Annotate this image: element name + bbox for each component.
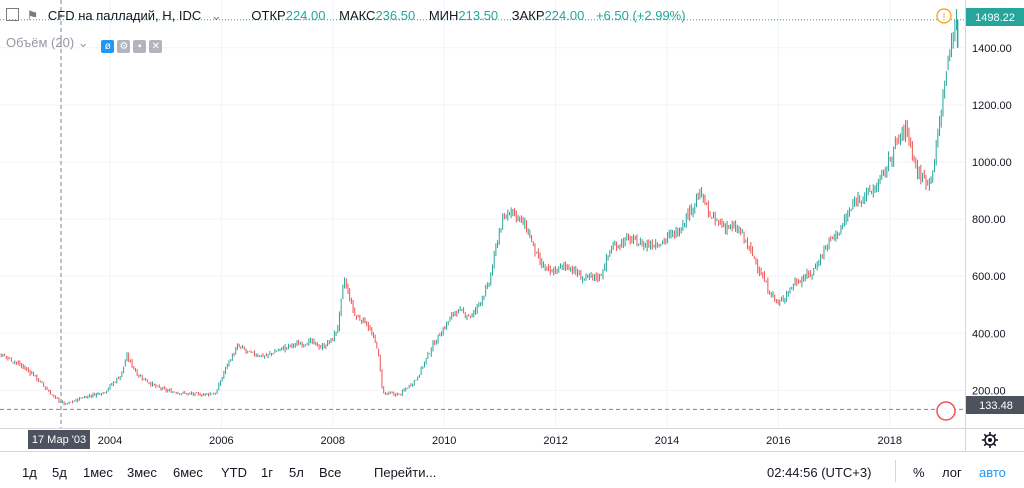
gear-icon[interactable] — [966, 429, 1024, 451]
range-1d[interactable]: 1д — [22, 465, 37, 480]
price-series — [0, 8, 959, 406]
high-label: МАКС — [339, 8, 376, 23]
percent-toggle[interactable]: % — [913, 465, 925, 480]
x-tick-label: 2010 — [432, 435, 456, 447]
chart-area[interactable]: ! — [0, 0, 965, 428]
low-label: МИН — [428, 8, 459, 23]
y-tick-label: 1000.00 — [972, 157, 1012, 169]
volume-legend: Объём (20) ⌄ ø ⚙ ▪ ✕ — [6, 35, 163, 53]
open-label: ОТКР — [251, 8, 286, 23]
symbol-legend: ⚑ CFD на палладий, Н, IDC ⌄ ОТКР224.00 М… — [6, 8, 686, 24]
open-value: 224.00 — [285, 8, 326, 23]
crosshair-date-label: 17 Мар '03 — [32, 434, 86, 446]
y-tick-label: 600.00 — [972, 271, 1006, 283]
crosshair-marker-icon — [936, 401, 956, 421]
x-tick-label: 2014 — [655, 435, 679, 447]
chevron-down-icon[interactable]: ⌄ — [210, 8, 222, 23]
x-tick-label: 2016 — [766, 435, 790, 447]
y-tick-label: 800.00 — [972, 214, 1006, 226]
change-value: +6.50 (+2.99%) — [595, 8, 686, 23]
x-tick-label: 2008 — [321, 435, 345, 447]
y-tick-label: 200.00 — [972, 385, 1006, 397]
more-icon[interactable]: ▪ — [133, 40, 147, 53]
x-tick-label: 2006 — [209, 435, 233, 447]
chart-grid — [0, 0, 965, 428]
last-price-label: 1498.22 — [975, 12, 1015, 24]
auto-toggle[interactable]: авто — [979, 465, 1006, 480]
toolbar-divider — [895, 460, 896, 482]
y-tick-label: 1400.00 — [972, 43, 1012, 55]
collapse-icon[interactable] — [6, 8, 19, 21]
alert-icon[interactable] — [936, 8, 952, 24]
axis-settings[interactable] — [965, 428, 1024, 451]
alert-icon-glyph: ! — [943, 12, 946, 23]
volume-label[interactable]: Объём (20) — [6, 35, 75, 50]
range-1y[interactable]: 1г — [261, 465, 273, 480]
last-price-badge — [966, 8, 1024, 26]
log-toggle[interactable]: лог — [942, 465, 962, 480]
crosshair-date-badge — [28, 430, 90, 449]
close-value: 224.00 — [544, 8, 585, 23]
y-tick-label: 1200.00 — [972, 100, 1012, 112]
time-axis[interactable]: 2004 2006 2008 2010 2012 2014 2016 2018 17 Мар … — [0, 428, 965, 451]
range-5d[interactable]: 5д — [52, 465, 67, 480]
x-tick-label: 2004 — [98, 435, 122, 447]
chevron-down-icon[interactable]: ⌄ — [77, 35, 89, 50]
x-tick-label: 2018 — [878, 435, 902, 447]
x-tick-label: 2012 — [543, 435, 567, 447]
range-5y[interactable]: 5л — [289, 465, 304, 480]
bottom-toolbar: 1д 5д 1мес 3мес 6мес YTD 1г 5л Все Перей… — [0, 451, 1024, 488]
symbol-name[interactable]: CFD на палладий, Н, IDC — [47, 8, 202, 23]
price-axis[interactable]: 200.00 400.00 600.00 800.00 1000.00 1200.00 14… — [965, 0, 1024, 428]
range-ytd[interactable]: YTD — [221, 465, 247, 480]
close-label: ЗАКР — [511, 8, 545, 23]
range-1m[interactable]: 1мес — [83, 465, 113, 480]
remove-icon[interactable]: ✕ — [149, 40, 163, 53]
low-value: 213.50 — [458, 8, 499, 23]
crosshair-price-label: 133.48 — [979, 400, 1013, 412]
visibility-icon[interactable]: ø — [101, 40, 115, 53]
clock-timezone[interactable]: 02:44:56 (UTC+3) — [767, 465, 872, 480]
settings-icon[interactable]: ⚙ — [117, 40, 131, 53]
goto-button[interactable]: Перейти... — [374, 465, 437, 480]
range-6m[interactable]: 6мес — [173, 465, 203, 480]
range-all[interactable]: Все — [319, 465, 342, 480]
flag-icon[interactable]: ⚑ — [26, 8, 39, 23]
y-tick-label: 400.00 — [972, 328, 1006, 340]
high-value: 236.50 — [375, 8, 416, 23]
crosshair-price-badge — [966, 396, 1024, 414]
range-3m[interactable]: 3мес — [127, 465, 157, 480]
